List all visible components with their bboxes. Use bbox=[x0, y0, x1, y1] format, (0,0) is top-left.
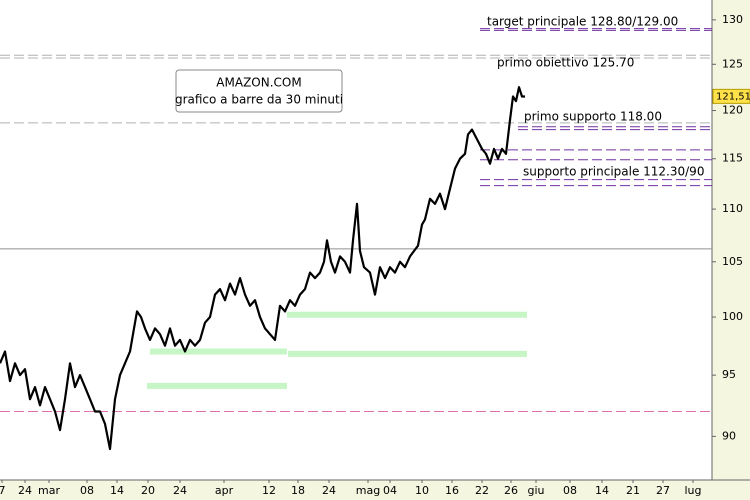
plot bbox=[0, 86, 525, 451]
x-tick-label: 21 bbox=[626, 484, 640, 497]
x-tick-label: 24 bbox=[18, 484, 32, 497]
y-tick-label: 110 bbox=[722, 202, 743, 215]
x-tick-label: lug bbox=[684, 484, 701, 497]
x-tick-label: 16 bbox=[445, 484, 459, 497]
title-box bbox=[175, 69, 343, 113]
x-tick-label: 14 bbox=[595, 484, 609, 497]
chart-title: AMAZON.COM bbox=[216, 76, 301, 90]
x-tick-label: 22 bbox=[475, 484, 489, 497]
y-axis-panel bbox=[712, 0, 750, 500]
x-tick-label: 08 bbox=[563, 484, 577, 497]
y-tick-label: 105 bbox=[722, 255, 743, 268]
x-tick-label: 12 bbox=[262, 484, 276, 497]
x-tick-label: mag bbox=[356, 484, 380, 497]
x-axis-panel bbox=[0, 480, 750, 500]
x-tick-label: 24 bbox=[173, 484, 187, 497]
x-tick-label: 7 bbox=[0, 484, 6, 497]
x-tick-label: 26 bbox=[504, 484, 518, 497]
x-tick-label: 18 bbox=[291, 484, 305, 497]
x-tick-label: giu bbox=[527, 484, 544, 497]
x-tick-label: 04 bbox=[383, 484, 397, 497]
y-tick-label: 120 bbox=[722, 104, 743, 117]
x-tick-label: 27 bbox=[656, 484, 670, 497]
support-zone bbox=[288, 350, 527, 357]
x-tick-label: 08 bbox=[80, 484, 94, 497]
support-zone bbox=[287, 311, 527, 318]
x-tick-label: 20 bbox=[141, 484, 155, 497]
y-tick-label: 100 bbox=[722, 310, 743, 323]
x-tick-label: apr bbox=[215, 484, 234, 497]
support-zone bbox=[150, 348, 287, 355]
y-tick-label: 115 bbox=[722, 152, 743, 165]
chart-subtitle: grafico a barre da 30 minuti bbox=[175, 93, 343, 107]
y-tick-label: 130 bbox=[722, 13, 743, 26]
annotation: primo obiettivo 125.70 bbox=[497, 56, 634, 70]
annotation: target principale 128.80/129.00 bbox=[487, 15, 678, 29]
last-price-tag bbox=[712, 88, 750, 104]
levels bbox=[0, 28, 712, 412]
annotation: primo supporto 118.00 bbox=[524, 110, 662, 124]
x-tick-label: 14 bbox=[110, 484, 124, 497]
x-tick-label: 24 bbox=[322, 484, 336, 497]
x-tick-label: mar bbox=[38, 484, 60, 497]
x-tick-label: 10 bbox=[415, 484, 429, 497]
price-line bbox=[0, 86, 525, 451]
y-tick-label: 95 bbox=[722, 368, 736, 381]
last-price-label: 121,51 bbox=[716, 91, 750, 102]
support-zone bbox=[147, 382, 287, 389]
y-tick-label: 125 bbox=[722, 57, 743, 70]
annotation: supporto principale 112.30/90 bbox=[523, 165, 704, 179]
y-tick-label: 90 bbox=[722, 429, 736, 442]
